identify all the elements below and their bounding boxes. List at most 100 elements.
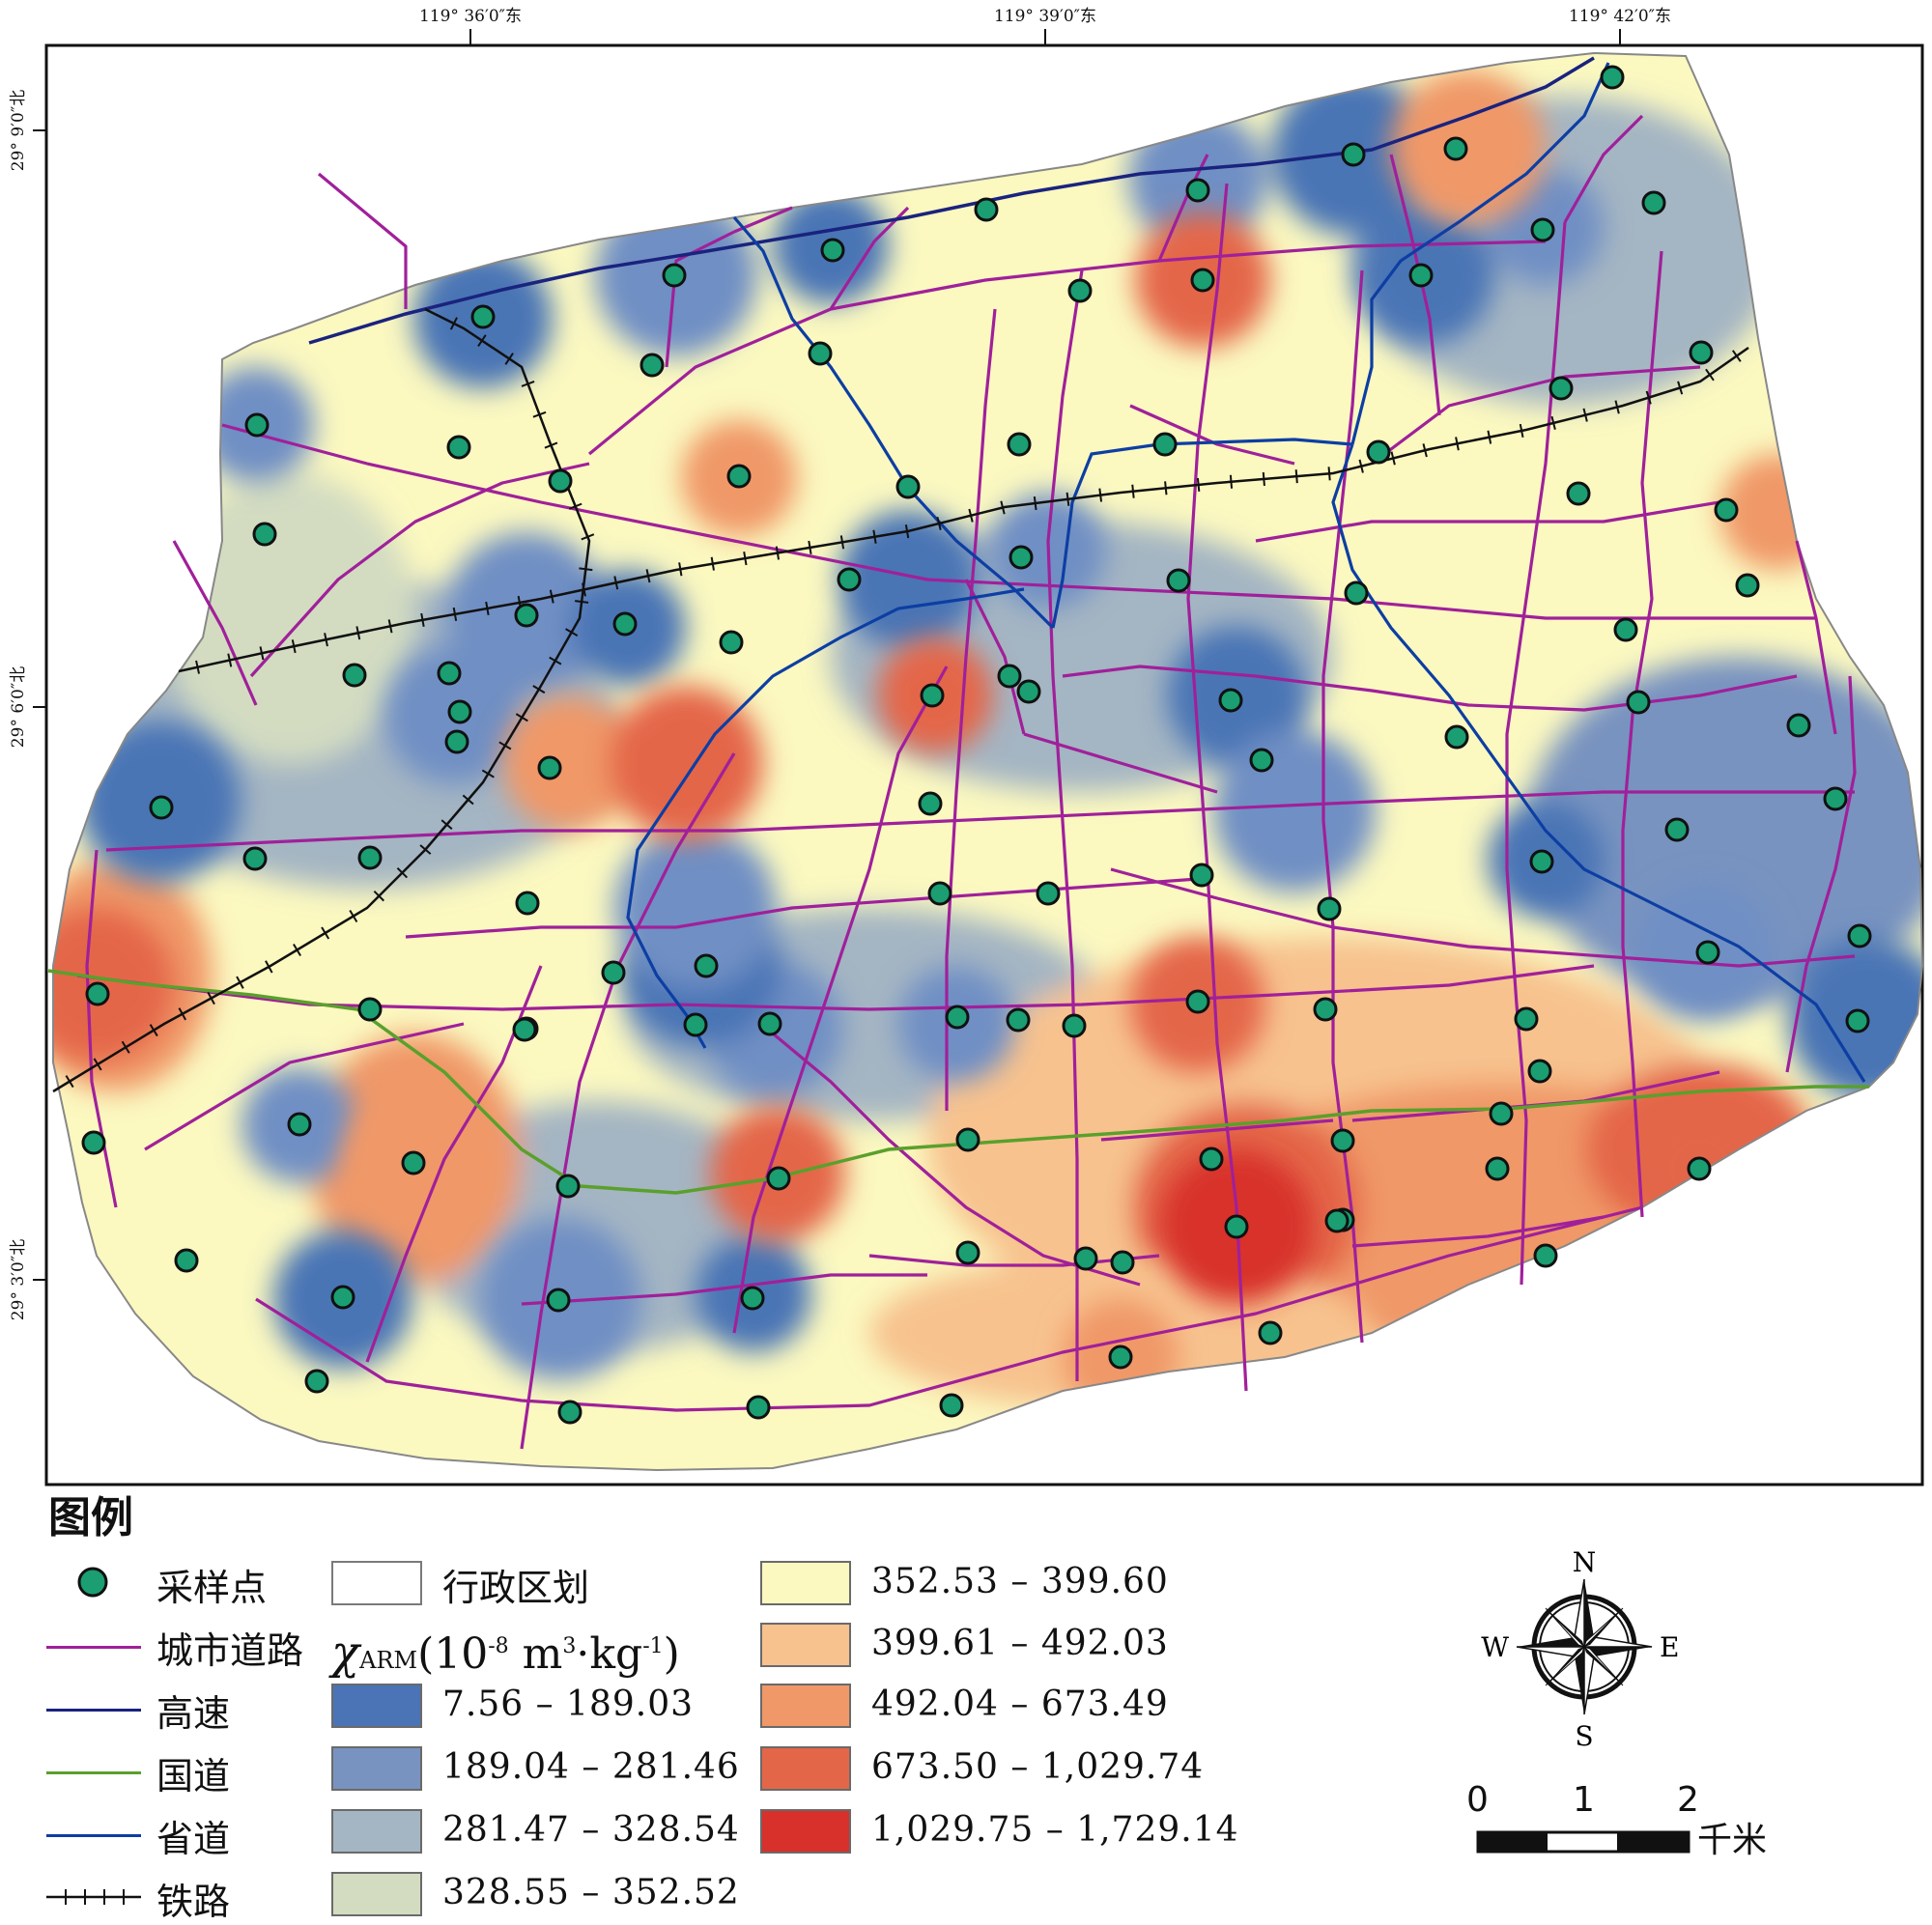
sample-point (1527, 1059, 1552, 1084)
sample-point (149, 795, 174, 820)
sample-point (1341, 142, 1366, 167)
unit-base: 10 (434, 1629, 489, 1679)
lon-label-2: 119° 39′0″东 (994, 7, 1096, 26)
sample-point (955, 1127, 980, 1152)
sample-point (895, 474, 921, 499)
sample-point (1185, 989, 1210, 1014)
sample-point (1036, 881, 1061, 906)
sample-point (1152, 432, 1178, 457)
sample-point (546, 1288, 571, 1313)
sample-point (1735, 573, 1760, 598)
sample-point (1073, 1246, 1098, 1271)
sample-point (1687, 1156, 1712, 1181)
sample-point (1566, 481, 1591, 506)
sample-point (1016, 679, 1041, 704)
sample-point (974, 197, 999, 222)
sample-point (1489, 1101, 1514, 1126)
sample-point (85, 981, 110, 1006)
legend-class-swatch (331, 1809, 422, 1854)
sample-point (1530, 217, 1555, 242)
sample-point (1444, 724, 1469, 750)
sample-point (1317, 896, 1342, 921)
unit-subscript: ARM (359, 1647, 418, 1674)
sample-point (330, 1285, 355, 1310)
highway (308, 56, 1595, 345)
sample-point (446, 435, 471, 460)
legend-railway-label: 铁路 (156, 1881, 231, 1923)
sample-point (1007, 432, 1032, 457)
scale-unit: 千米 (1697, 1821, 1768, 1860)
sample-point (1344, 580, 1369, 606)
compass-s: S (1575, 1720, 1593, 1752)
legend-sample-point-label: 采样点 (156, 1567, 268, 1609)
sample-point (1249, 748, 1274, 773)
legend-admin-boundary-label: 行政区划 (442, 1567, 590, 1609)
sample-point (1786, 713, 1811, 738)
legend-class-range: 328.55 – 352.52 (442, 1873, 740, 1912)
legend-title: 图例 (48, 1493, 133, 1543)
sample-point (357, 845, 383, 870)
sample-point (1443, 136, 1468, 161)
legend-class-swatch (760, 1561, 851, 1605)
sample-point (1062, 1013, 1087, 1038)
scale-tick-1: 1 (1573, 1780, 1595, 1820)
sample-point (612, 611, 638, 637)
sample-point (740, 1286, 765, 1311)
sample-point (955, 1240, 980, 1265)
sample-point (555, 1174, 581, 1199)
sample-point (1695, 940, 1720, 965)
sample-point (514, 603, 539, 628)
sample-point (945, 1005, 970, 1030)
sample-point (766, 1166, 791, 1191)
sample-point (444, 729, 469, 754)
lon-label-3: 119° 42′0″东 (1569, 7, 1671, 26)
sample-point (1189, 863, 1214, 888)
sample-point (1626, 690, 1651, 715)
sample-point (662, 263, 687, 288)
sample-point (1199, 1147, 1224, 1172)
sample-point (1613, 617, 1638, 642)
graticule: 119° 36′0″东 119° 39′0″东 119° 42′0″东 29° … (9, 7, 1671, 1320)
sample-point (1009, 545, 1034, 570)
sample-point (1366, 439, 1391, 465)
sample-point (1330, 1128, 1355, 1153)
legend-unit: χARM(10-8 m3·kg-1) (331, 1626, 680, 1680)
lat-label-1: 29° 9′0″北 (9, 90, 28, 171)
sample-point (837, 567, 862, 592)
sample-point (639, 353, 665, 378)
sample-point (1313, 997, 1338, 1022)
sample-point (512, 1017, 537, 1042)
sample-point (81, 1130, 106, 1155)
sample-point (252, 522, 277, 547)
sample-point (920, 683, 945, 708)
sample-point (1600, 65, 1625, 90)
sample-point (1664, 817, 1690, 842)
unit-m: m (508, 1629, 563, 1679)
sample-point (242, 846, 268, 871)
sample-point (557, 1400, 582, 1425)
sample-point (437, 661, 462, 686)
legend-class-range: 492.04 – 673.49 (871, 1684, 1169, 1724)
sample-points (81, 65, 1872, 1425)
legend-class-range: 1,029.75 – 1,729.14 (871, 1810, 1239, 1850)
sample-point (304, 1369, 329, 1394)
sample-point (548, 468, 573, 494)
lon-label-1: 119° 36′0″东 (419, 7, 522, 26)
sample-point (287, 1112, 312, 1137)
sample-point (1067, 278, 1093, 303)
sample-point (537, 755, 562, 780)
sample-point (1845, 1008, 1870, 1033)
legend-class-swatch (760, 1684, 851, 1728)
lat-label-2: 29° 6′0″北 (9, 666, 28, 748)
sample-point (1514, 1006, 1539, 1032)
sample-point (683, 1012, 708, 1037)
sample-point (357, 997, 383, 1022)
compass-e: E (1660, 1631, 1679, 1663)
national-road (47, 969, 1869, 1195)
sample-point (1185, 178, 1210, 203)
unit-exp2: 3 (562, 1634, 577, 1659)
sample-point (719, 630, 744, 655)
compass-w: W (1481, 1631, 1509, 1663)
legend-class-range: 189.04 – 281.46 (442, 1747, 740, 1787)
sample-point (1408, 263, 1434, 288)
